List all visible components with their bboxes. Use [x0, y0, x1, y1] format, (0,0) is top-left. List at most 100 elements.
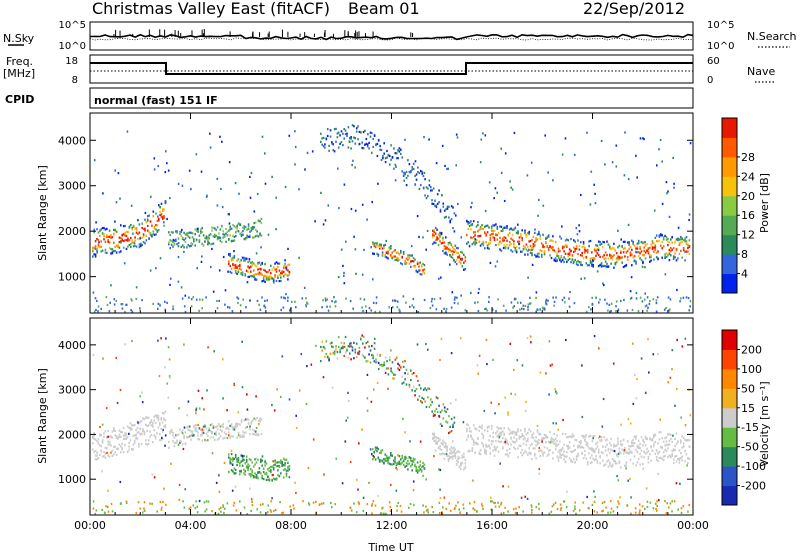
power-cell [549, 239, 551, 242]
velocity-cell [680, 441, 682, 444]
power-cell [326, 298, 329, 301]
power-cell [172, 308, 174, 311]
power-cell [584, 251, 586, 254]
velocity-cell [412, 459, 415, 462]
velocity-cell [506, 449, 508, 452]
velocity-cell [235, 426, 237, 429]
power-cell [230, 259, 233, 262]
power-cell [172, 240, 174, 243]
power-cell [333, 301, 336, 304]
power-cell [244, 238, 247, 241]
velocity-cell [222, 504, 224, 507]
velocity-cell [268, 479, 271, 482]
velocity-cell [508, 447, 511, 451]
power-cell [593, 249, 596, 252]
velocity-cell [398, 460, 401, 463]
power-cell [344, 133, 347, 136]
power-cell [113, 298, 116, 301]
power-cell [471, 243, 474, 246]
velocity-cell [191, 434, 194, 437]
power-cell [265, 270, 268, 274]
velocity-cell [593, 500, 596, 503]
velocity-cell [284, 468, 286, 471]
power-cell [428, 184, 431, 187]
power-cell [329, 305, 331, 308]
power-cell [661, 247, 663, 250]
power-cell [157, 307, 159, 310]
velocity-cell [546, 454, 549, 457]
velocity-cell [169, 376, 171, 380]
power-cell [488, 247, 490, 250]
velocity-cell [154, 421, 157, 424]
velocity-cell [610, 444, 612, 447]
colorbar-tick-label: 4 [741, 268, 748, 281]
power-cell [455, 251, 458, 254]
power-cell [148, 214, 150, 217]
velocity-cell [418, 469, 420, 472]
velocity-cell [118, 443, 121, 446]
velocity-cell [125, 500, 128, 503]
power-cell [95, 308, 97, 312]
velocity-cell [157, 426, 160, 429]
power-cell [197, 230, 199, 233]
power-cell [484, 225, 486, 228]
velocity-cell [372, 357, 374, 360]
velocity-cell [650, 445, 652, 448]
power-cell [595, 254, 597, 257]
power-cell [475, 241, 478, 245]
velocity-cell [255, 473, 258, 477]
velocity-cell [223, 461, 226, 464]
power-cell [111, 236, 114, 239]
velocity-cell [110, 502, 113, 506]
velocity-cell [613, 449, 616, 453]
power-cell [394, 299, 397, 302]
power-cell [536, 255, 539, 258]
velocity-cell [399, 504, 402, 508]
velocity-cell [492, 435, 494, 439]
power-cell [255, 265, 258, 268]
power-cell [193, 240, 195, 243]
power-cell [227, 306, 229, 309]
power-cell [668, 259, 671, 262]
power-cell [354, 248, 357, 251]
power-cell [153, 225, 156, 228]
power-cell [125, 230, 128, 234]
power-cell [518, 240, 521, 243]
velocity-cell [585, 443, 588, 446]
velocity-cell [447, 454, 450, 457]
power-cell [455, 263, 458, 266]
power-cell [628, 241, 630, 244]
velocity-cell [425, 389, 428, 392]
velocity-cell [182, 447, 185, 451]
velocity-cell [514, 511, 517, 514]
velocity-cell [237, 457, 240, 460]
power-cell [92, 250, 94, 253]
power-cell [110, 252, 112, 255]
power-cell [479, 234, 482, 237]
velocity-cell [525, 440, 528, 443]
power-cell [306, 302, 309, 305]
velocity-cell [566, 444, 568, 448]
power-cell [208, 237, 210, 240]
power-cell [687, 250, 689, 253]
power-cell [179, 231, 181, 234]
velocity-cell [489, 451, 492, 454]
velocity-cell [358, 346, 361, 349]
velocity-cell [261, 474, 263, 477]
power-cell [142, 233, 145, 236]
power-cell [235, 231, 237, 234]
velocity-cell [494, 505, 497, 508]
power-cell [472, 241, 475, 244]
power-cell [372, 137, 374, 141]
velocity-cell [175, 434, 177, 437]
velocity-cell [232, 470, 234, 473]
power-cell [214, 233, 216, 236]
velocity-cell [236, 422, 238, 425]
velocity-cell [531, 508, 533, 512]
power-cell [418, 171, 421, 175]
power-cell [556, 253, 558, 256]
power-cell [275, 196, 277, 199]
power-cell [166, 217, 168, 221]
velocity-cell [449, 455, 451, 459]
